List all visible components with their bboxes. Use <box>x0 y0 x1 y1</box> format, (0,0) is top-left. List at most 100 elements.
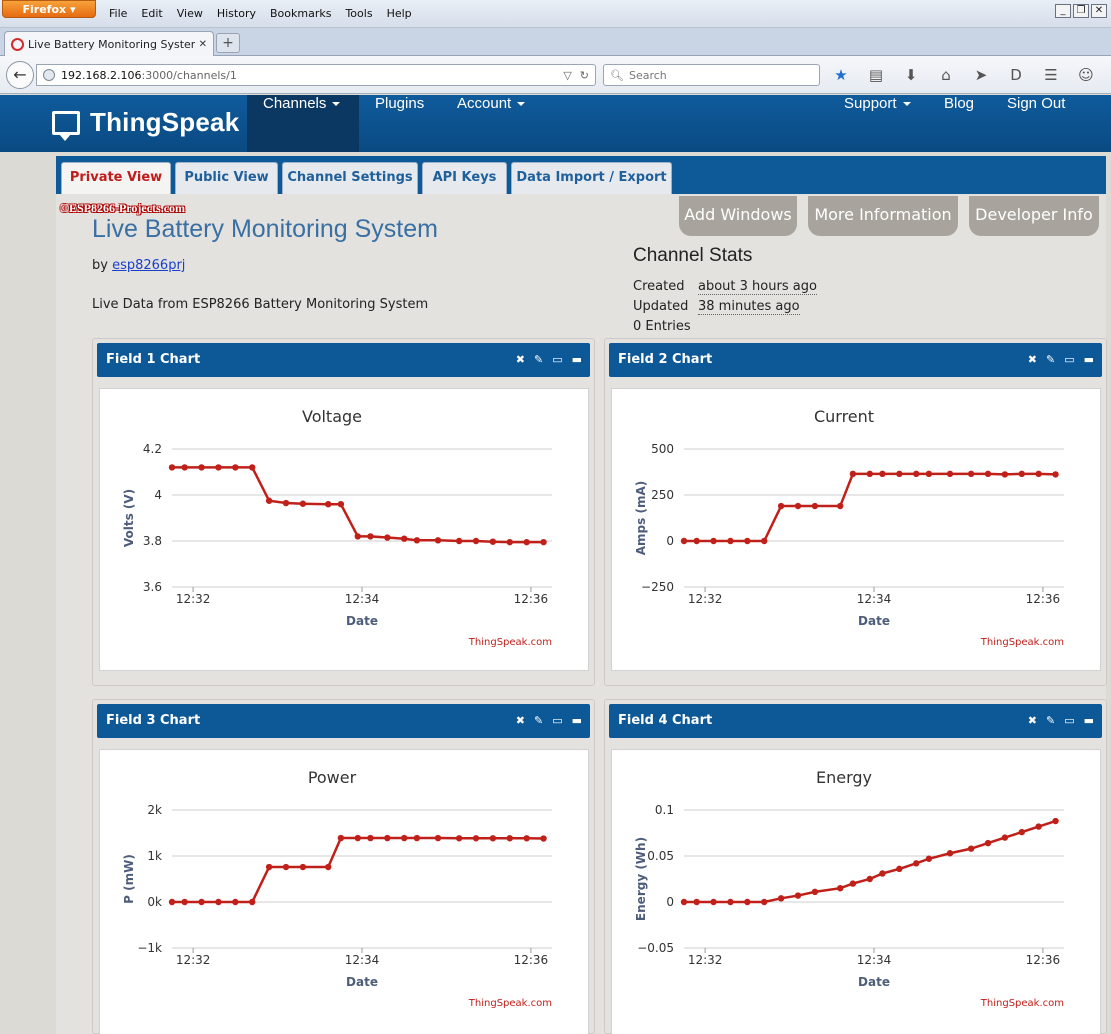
data-point <box>680 537 688 545</box>
data-point <box>354 834 361 842</box>
minimize-icon[interactable]: ▬ <box>1083 353 1094 366</box>
tab-channel-settings[interactable]: Channel Settings <box>282 162 418 194</box>
send-icon[interactable]: ➤ <box>974 66 988 84</box>
nav-account[interactable]: Account <box>441 95 541 152</box>
power-chart[interactable]: Power −1k 0k 1k 2k 12:32 12:34 12:36 Date P (mW) T… <box>100 750 588 1031</box>
address-bar[interactable]: 192.168.2.106:3000/channels/1 ▽ ↻ <box>36 64 596 86</box>
data-point <box>337 834 345 842</box>
search-box[interactable]: 🔍︎ Search <box>603 64 820 86</box>
minimize-icon[interactable]: ▬ <box>571 353 582 366</box>
data-point <box>710 898 717 906</box>
pencil-icon[interactable]: ✎ <box>1045 714 1056 727</box>
close-icon[interactable]: ✖ <box>1027 353 1037 366</box>
data-point <box>1018 828 1025 836</box>
comment-icon[interactable]: ▭ <box>1064 353 1075 366</box>
pencil-icon[interactable]: ✎ <box>533 714 544 727</box>
thingspeak-logo[interactable]: ThingSpeak <box>52 107 240 141</box>
channel-stats-title: Channel Stats <box>633 245 753 266</box>
data-point <box>896 865 903 873</box>
y-tick-label: 4.2 <box>143 442 162 456</box>
data-point <box>680 898 688 906</box>
restore-window-button[interactable]: ❐ <box>1073 4 1089 18</box>
menu-bookmarks[interactable]: Bookmarks <box>269 7 332 20</box>
back-button[interactable]: ← <box>6 61 34 89</box>
comment-icon[interactable]: ▭ <box>552 714 563 727</box>
close-icon[interactable]: ✖ <box>515 353 525 366</box>
data-point <box>837 885 844 892</box>
tab-data-import-export[interactable]: Data Import / Export <box>511 162 672 194</box>
nav-account-label: Account <box>457 95 512 112</box>
data-point <box>849 880 857 887</box>
minimize-icon[interactable]: ▬ <box>1083 714 1094 727</box>
data-point <box>727 537 734 545</box>
tab-api-keys[interactable]: API Keys <box>422 162 507 194</box>
menu-edit[interactable]: Edit <box>141 7 163 20</box>
add-windows-button[interactable]: Add Windows <box>679 196 797 236</box>
developer-info-button[interactable]: Developer Info <box>969 196 1099 236</box>
nav-blog[interactable]: Blog <box>944 95 975 112</box>
close-icon[interactable]: ✖ <box>515 714 525 727</box>
chart-title: Current <box>814 407 874 426</box>
nav-support[interactable]: Support <box>828 95 927 152</box>
close-icon[interactable]: ✖ <box>1027 714 1037 727</box>
downloads-icon[interactable]: ⬇ <box>904 66 918 84</box>
menu-file[interactable]: File <box>109 7 128 20</box>
channel-description: Live Data from ESP8266 Battery Monitorin… <box>92 297 429 312</box>
chart-title: Power <box>308 768 357 787</box>
tab-public-view[interactable]: Public View <box>175 162 278 194</box>
menu-help[interactable]: Help <box>386 7 412 20</box>
close-tab-icon[interactable]: ✕ <box>198 39 207 50</box>
chart-panel-title: Field 1 Chart <box>106 352 201 367</box>
series-line <box>684 472 1056 543</box>
comment-icon[interactable]: ▭ <box>552 353 563 366</box>
bookmark-star-icon[interactable]: ★ <box>834 66 848 84</box>
new-tab-button[interactable]: + <box>216 33 240 53</box>
logo-text: ThingSpeak <box>90 107 240 137</box>
x-tick-label: 12:34 <box>345 953 380 967</box>
data-point <box>1018 470 1025 478</box>
watermark: ©ESP8266-Projects.com <box>60 201 186 215</box>
comment-icon[interactable]: ▭ <box>1064 714 1075 727</box>
menu-view[interactable]: View <box>176 7 203 20</box>
data-point <box>489 835 497 842</box>
menu-hamburger-icon[interactable]: ☰ <box>1044 66 1058 84</box>
pencil-icon[interactable]: ✎ <box>533 353 544 366</box>
y-tick-label: −1k <box>137 941 162 955</box>
tab-private-view[interactable]: Private View <box>61 162 171 194</box>
browser-tab-active[interactable]: Live Battery Monitoring System -... ✕ <box>4 31 214 57</box>
more-information-button[interactable]: More Information <box>808 196 958 236</box>
chat-icon[interactable]: ☺ <box>1078 66 1094 84</box>
nav-channels[interactable]: Channels <box>247 95 359 152</box>
x-tick-label: 12:32 <box>176 953 211 967</box>
chart-panel-field-4: Field 4 Chart ✖ ✎ ▭ ▬ Energy −0.05 0 0.05 0.… <box>604 699 1107 1034</box>
url-dropdown-icon[interactable]: ▽ <box>563 68 572 82</box>
series-line <box>172 466 544 544</box>
data-point <box>384 534 391 541</box>
chart-panel-title: Field 3 Chart <box>106 713 201 728</box>
bookmarks-list-icon[interactable]: ▤ <box>868 66 884 84</box>
author-link[interactable]: esp8266prj <box>112 258 186 273</box>
data-point <box>693 537 700 545</box>
energy-chart[interactable]: Energy −0.05 0 0.05 0.1 12:32 12:34 12:36 Date En… <box>612 750 1100 1031</box>
nav-plugins[interactable]: Plugins <box>375 95 425 112</box>
y-axis-label: Energy (Wh) <box>634 837 648 921</box>
y-tick-label: 0 <box>666 895 674 909</box>
nav-sign-out[interactable]: Sign Out <box>1007 95 1066 112</box>
minimize-window-button[interactable]: _ <box>1055 4 1071 18</box>
firefox-menu-button[interactable]: Firefox ▾ <box>2 0 96 18</box>
data-point <box>215 898 222 906</box>
tab-title: Live Battery Monitoring System -... <box>28 38 195 51</box>
minimize-icon[interactable]: ▬ <box>571 714 582 727</box>
pencil-icon[interactable]: ✎ <box>1045 353 1056 366</box>
data-point <box>540 835 547 842</box>
addon-icon[interactable]: D <box>1010 66 1022 84</box>
reload-icon[interactable]: ↻ <box>579 68 589 82</box>
home-icon[interactable]: ⌂ <box>941 66 951 84</box>
data-point <box>837 502 844 510</box>
x-axis-label: Date <box>858 614 890 628</box>
menu-history[interactable]: History <box>216 7 256 20</box>
close-window-button[interactable]: ✕ <box>1091 4 1107 18</box>
voltage-chart[interactable]: Voltage 3.6 3.8 4 4.2 12:32 12:34 12:36 Date Volt… <box>100 389 588 670</box>
menu-tools[interactable]: Tools <box>345 7 373 20</box>
current-chart[interactable]: Current −250 0 250 500 12:32 12:34 12:36 Date Amp… <box>612 389 1100 670</box>
